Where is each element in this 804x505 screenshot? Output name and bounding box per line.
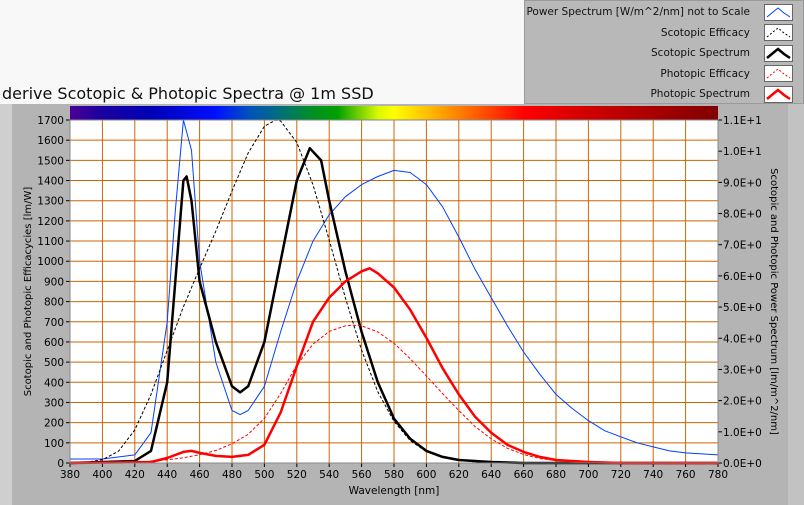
- x-tick-label: 540: [319, 469, 339, 481]
- legend: Power Spectrum [W/m^2/nm] not to Scale Sc…: [524, 0, 804, 104]
- legend-swatch: [764, 3, 793, 21]
- x-tick-label: 560: [352, 469, 372, 481]
- legend-swatch: [764, 85, 793, 103]
- y-tick-label: 600: [44, 337, 64, 349]
- y2-tick-label: 2.0E+0: [723, 396, 762, 408]
- x-tick-label: 500: [254, 469, 274, 481]
- x-tick-label: 620: [449, 469, 469, 481]
- legend-label: Scotopic Spectrum: [651, 47, 750, 59]
- y-tick-label: 1400: [37, 176, 64, 188]
- y2-tick-label: 1.0E+0: [723, 427, 762, 439]
- y-tick-label: 1500: [37, 155, 64, 167]
- y-axis-label: Scotopic and Photopic Efficacycies [lm/W…: [23, 187, 34, 397]
- y-tick-label: 1100: [37, 236, 64, 248]
- series-line-scotopic-spectrum: [69, 146, 718, 465]
- left-gutter: [0, 104, 12, 505]
- y2-tick-label: 0.0E+0: [723, 458, 762, 470]
- x-tick-label: 780: [708, 469, 728, 481]
- y2-axis-label: Scotopic and Photopic Power Spectrum [lm…: [768, 168, 779, 435]
- y2-tick-label: 8.0E+0: [723, 209, 762, 221]
- x-tick-label: 400: [92, 469, 112, 481]
- y-tick-label: 500: [44, 357, 64, 369]
- y-tick-label: 300: [44, 397, 64, 409]
- legend-label: Photopic Efficacy: [660, 67, 750, 80]
- x-tick-label: 380: [60, 469, 80, 481]
- y-tick-label: 400: [44, 377, 64, 389]
- x-tick-label: 460: [190, 469, 210, 481]
- x-tick-label: 440: [157, 469, 177, 481]
- series-line-photopic-spectrum: [69, 267, 718, 465]
- x-tick-label: 680: [546, 469, 566, 481]
- y2-tick-label: 1.1E+1: [723, 115, 762, 127]
- x-tick-label: 520: [287, 469, 307, 481]
- y-tick-label: 1200: [37, 216, 64, 228]
- legend-swatch: [764, 65, 793, 82]
- x-tick-label: 740: [643, 469, 663, 481]
- x-tick-label: 720: [611, 469, 631, 481]
- legend-item[interactable]: Power Spectrum [W/m^2/nm] not to Scale: [526, 3, 793, 21]
- legend-label: Power Spectrum [W/m^2/nm] not to Scale: [526, 6, 750, 18]
- x-tick-label: 420: [125, 469, 145, 481]
- legend-swatch: [764, 24, 793, 41]
- y2-tick-label: 3.0E+0: [723, 364, 762, 376]
- y2-tick-label: 5.0E+0: [723, 302, 762, 314]
- legend-label: Photopic Spectrum: [650, 88, 750, 100]
- y-tick-label: 700: [44, 317, 64, 329]
- y2-tick-label: 9.0E+0: [723, 177, 762, 189]
- x-tick-label: 660: [514, 469, 534, 481]
- x-tick-label: 480: [222, 469, 242, 481]
- y-tick-label: 800: [44, 297, 64, 309]
- series-line-power-spectrum-w-m-nm-not-to-scale: [70, 119, 719, 460]
- x-tick-label: 600: [416, 469, 436, 481]
- y-tick-label: 100: [44, 438, 64, 450]
- spectrum-color-bar: [70, 106, 718, 120]
- legend-item[interactable]: Scotopic Efficacy: [661, 24, 793, 42]
- y2-tick-label: 1.0E+1: [723, 146, 762, 158]
- right-scrollbar[interactable]: [788, 104, 804, 505]
- y-tick-label: 1700: [37, 115, 64, 127]
- chart-title: derive Scotopic & Photopic Spectra @ 1m …: [2, 84, 374, 103]
- x-tick-label: 700: [578, 469, 598, 481]
- y2-tick-label: 6.0E+0: [723, 271, 762, 283]
- y2-tick-label: 7.0E+0: [723, 240, 762, 252]
- y-tick-label: 0: [57, 458, 64, 470]
- x-axis-label: Wavelength [nm]: [349, 485, 440, 497]
- y-tick-label: 1000: [37, 256, 64, 268]
- y-tick-label: 1600: [37, 135, 64, 147]
- y2-tick-label: 4.0E+0: [723, 333, 762, 345]
- y-tick-label: 200: [44, 418, 64, 430]
- x-tick-label: 580: [384, 469, 404, 481]
- legend-label: Scotopic Efficacy: [660, 26, 750, 39]
- y-tick-label: 900: [44, 276, 64, 288]
- y-tick-label: 1300: [37, 196, 64, 208]
- x-tick-label: 640: [481, 469, 501, 481]
- x-tick-label: 760: [676, 469, 696, 481]
- legend-item[interactable]: Scotopic Spectrum: [651, 44, 793, 62]
- legend-swatch: [764, 44, 793, 62]
- legend-item[interactable]: Photopic Efficacy: [660, 65, 793, 83]
- legend-item[interactable]: Photopic Spectrum: [650, 85, 793, 103]
- plot-border: [69, 119, 719, 464]
